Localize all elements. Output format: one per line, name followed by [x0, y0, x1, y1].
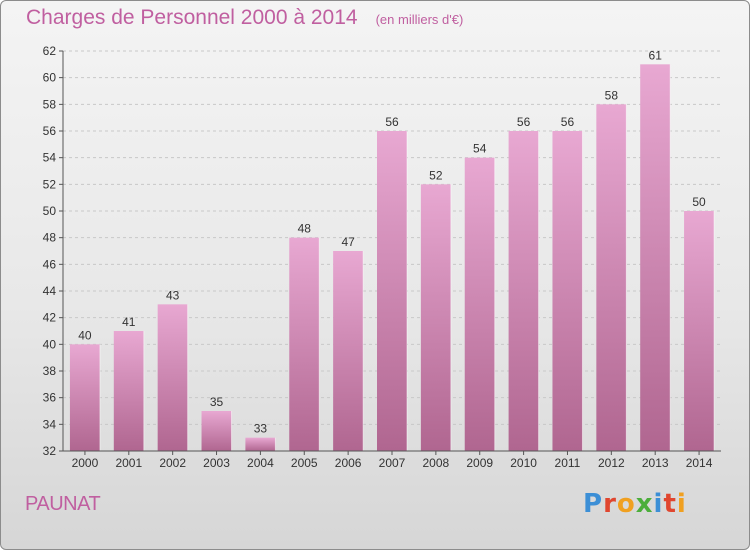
bar	[333, 251, 364, 451]
labels: 32 34 36 38 40 42 44 46 48 50 52 54 56 58 60 62 40 2000 41…	[43, 44, 713, 470]
y-tick-label: 36	[43, 391, 57, 405]
proxiti-logo: Proxiti	[583, 489, 687, 519]
data-label: 50	[692, 195, 706, 209]
logo-letter: t	[663, 489, 677, 519]
chart-subtitle: (en milliers d'€)	[375, 12, 464, 27]
x-tick-label: 2012	[598, 456, 625, 470]
x-tick-label: 2004	[247, 456, 274, 470]
logo-letter: x	[635, 489, 654, 519]
town-name: PAUNAT	[25, 493, 101, 515]
x-tick-label: 2014	[686, 456, 713, 470]
bar	[289, 237, 320, 451]
data-label: 61	[649, 48, 663, 62]
x-tick-label: 2013	[642, 456, 669, 470]
bar	[420, 184, 451, 452]
x-tick-label: 2007	[379, 456, 406, 470]
x-tick-label: 2011	[555, 456, 581, 470]
data-label: 47	[341, 235, 355, 249]
data-label: 43	[166, 288, 180, 302]
y-tick-label: 42	[43, 311, 57, 325]
x-tick-label: 2010	[510, 456, 537, 470]
data-label: 54	[473, 142, 487, 156]
logo-letter: r	[603, 489, 617, 519]
logo-letter: i	[653, 489, 664, 519]
bar	[552, 131, 583, 451]
x-tick-label: 2003	[203, 456, 230, 470]
y-tick-label: 62	[43, 44, 57, 58]
data-label: 58	[605, 88, 619, 102]
y-tick-label: 44	[43, 284, 57, 298]
data-label: 56	[385, 115, 399, 129]
y-tick-label: 46	[43, 257, 57, 271]
title-text: Charges de Personnel 2000 à 2014	[26, 6, 358, 29]
y-tick-label: 48	[43, 231, 57, 245]
x-tick-label: 2009	[466, 456, 493, 470]
axes	[59, 50, 721, 455]
bar	[464, 157, 495, 451]
bar	[684, 211, 715, 451]
bar	[245, 437, 276, 451]
data-label: 40	[78, 328, 92, 342]
bar	[596, 104, 627, 451]
bars	[69, 64, 715, 452]
y-tick-label: 52	[43, 177, 57, 191]
x-tick-label: 2002	[159, 456, 186, 470]
bar	[157, 304, 188, 451]
y-tick-label: 54	[43, 151, 57, 165]
bar	[377, 131, 407, 451]
x-tick-label: 2006	[335, 456, 362, 470]
data-label: 33	[254, 422, 268, 436]
data-label: 41	[122, 315, 136, 329]
logo-letter: o	[616, 489, 636, 519]
y-tick-label: 58	[43, 97, 57, 111]
bar	[508, 131, 539, 451]
y-tick-label: 38	[43, 364, 57, 378]
bar	[640, 64, 671, 452]
data-label: 56	[517, 115, 531, 129]
y-tick-label: 60	[43, 71, 57, 85]
y-tick-label: 50	[43, 204, 57, 218]
data-label: 52	[429, 168, 443, 182]
y-tick-label: 32	[43, 444, 57, 458]
bar	[201, 411, 232, 451]
x-tick-label: 2005	[291, 456, 318, 470]
logo-letter: i	[676, 489, 687, 519]
y-tick-label: 40	[43, 337, 57, 351]
logo-letter: P	[583, 489, 604, 519]
data-label: 48	[298, 222, 312, 236]
y-tick-label: 56	[43, 124, 57, 138]
data-label: 56	[561, 115, 575, 129]
bar	[69, 344, 100, 451]
bar	[113, 331, 144, 451]
x-tick-label: 2001	[115, 456, 142, 470]
data-label: 35	[210, 395, 224, 409]
x-tick-label: 2000	[72, 456, 99, 470]
y-tick-label: 34	[43, 417, 57, 431]
x-tick-label: 2008	[423, 456, 450, 470]
chart-title: Charges de Personnel 2000 à 2014 (en mill…	[26, 6, 463, 30]
